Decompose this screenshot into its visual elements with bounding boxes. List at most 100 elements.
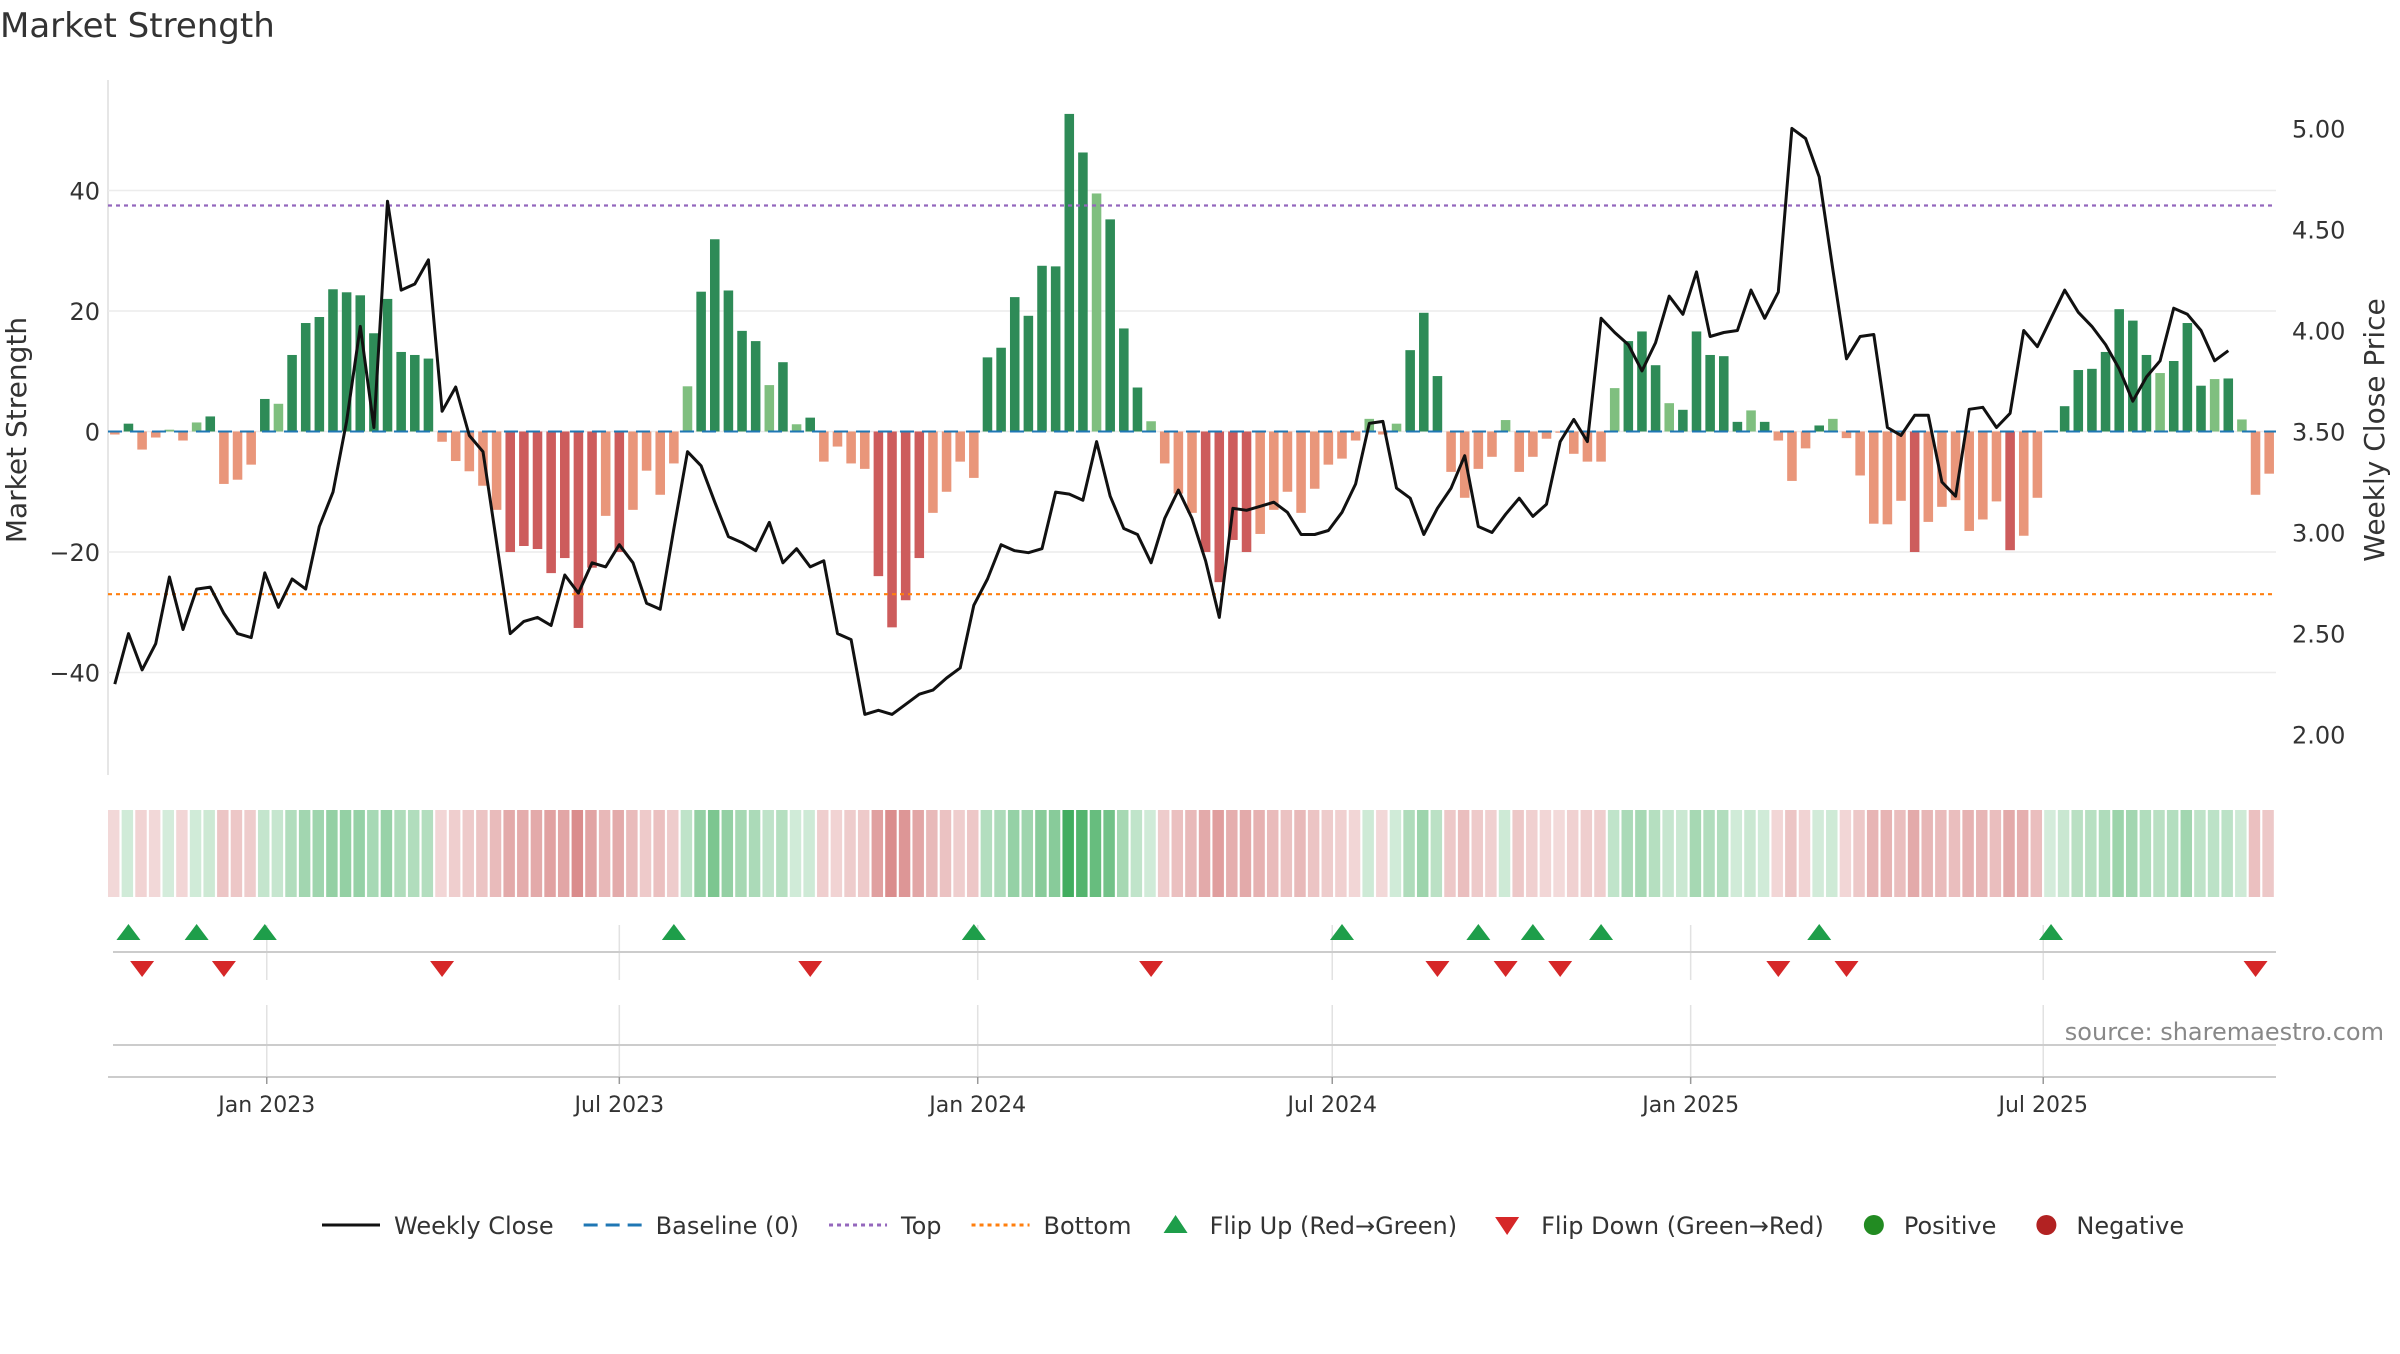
strength-bar: [587, 431, 597, 568]
strength-bar: [996, 347, 1006, 432]
strip-cell: [121, 810, 134, 897]
strip-cell: [1171, 810, 1184, 897]
strength-bar: [1582, 431, 1593, 462]
strip-cell: [203, 810, 215, 897]
strength-bar: [1896, 431, 1906, 501]
strength-bar: [314, 317, 325, 432]
strip-cell: [735, 810, 747, 897]
strip-cell: [517, 810, 529, 897]
strength-bar: [1923, 431, 1934, 522]
strip-cell: [1744, 810, 1756, 897]
strength-bar: [573, 431, 584, 628]
y-right-tick-label: 4.00: [2292, 317, 2345, 345]
strength-bar: [396, 351, 406, 432]
strip-cell: [885, 810, 897, 897]
strength-bar: [1950, 431, 1961, 501]
strip-cell: [2030, 810, 2043, 897]
legend: Weekly Close Baseline (0) Top Bottom Flip Up…: [322, 1212, 2184, 1240]
strength-bar: [1691, 331, 1702, 432]
legend-label: Weekly Close: [394, 1212, 554, 1240]
strength-bar: [1991, 431, 2002, 502]
strip-cell: [1621, 810, 1633, 897]
strip-cell: [1416, 810, 1429, 897]
strip-cell: [489, 810, 502, 897]
strip-cell: [557, 810, 570, 897]
legend-label: Top: [900, 1212, 942, 1240]
strip-cell: [135, 810, 147, 897]
strength-bar: [941, 431, 952, 492]
strip-cell: [1716, 810, 1729, 897]
strength-bar: [1132, 387, 1143, 432]
strength-bar: [750, 341, 761, 432]
flip-up-marker: [1329, 924, 1354, 940]
flip-down-marker: [1425, 961, 1450, 977]
flip-up-marker: [1589, 924, 1614, 940]
strength-bar: [2209, 379, 2220, 432]
strength-bar: [532, 431, 543, 550]
strength-bar: [723, 290, 734, 432]
strength-bar: [191, 422, 202, 432]
strength-bar: [1269, 431, 1279, 510]
strength-bar: [2032, 431, 2043, 498]
strip-cell: [1676, 810, 1688, 897]
strip-cell: [448, 810, 461, 897]
strength-bar: [1664, 403, 1675, 432]
strip-cell: [1444, 810, 1456, 897]
strength-bar: [1119, 328, 1129, 432]
strip-cell: [1635, 810, 1647, 897]
strip-cell: [2207, 810, 2220, 897]
strip-cell: [612, 810, 624, 897]
strength-bar: [709, 239, 720, 432]
strip-cell: [967, 810, 979, 897]
strength-bar: [1800, 431, 1811, 449]
strength-bar: [1105, 219, 1115, 432]
strip-cell: [1703, 810, 1715, 897]
strength-bar: [1705, 354, 1715, 432]
strip-cell: [1526, 810, 1538, 897]
strength-bar: [137, 431, 147, 450]
strip-cell: [2098, 810, 2111, 897]
strip-cell: [476, 810, 488, 897]
strength-bar: [219, 431, 229, 484]
strength-bar: [123, 423, 134, 432]
strength-bar: [1500, 420, 1511, 432]
strip-cell: [626, 810, 638, 897]
strength-bar: [1814, 425, 1824, 432]
flip-up-marker: [1466, 924, 1491, 940]
strip-cell: [2262, 810, 2274, 897]
strength-bar: [2196, 385, 2206, 432]
flip-down-marker: [1548, 961, 1573, 977]
strip-cell: [2139, 810, 2152, 897]
weekly-close-series: [113, 126, 2230, 716]
strip-cell: [680, 810, 693, 897]
legend-label: Negative: [2076, 1212, 2184, 1240]
strip-cell: [1226, 810, 1238, 897]
strength-bar: [2128, 320, 2138, 432]
strength-bar: [1255, 431, 1265, 534]
strip-cell: [1689, 810, 1702, 897]
strength-bar: [955, 431, 965, 462]
legend-swatch: [1163, 1215, 1188, 1233]
y-right-tick-label: 2.50: [2292, 621, 2345, 649]
strip-cell: [1403, 810, 1415, 897]
strength-bar: [1637, 331, 1647, 432]
strip-cell: [1239, 810, 1252, 897]
strip-cell: [2180, 810, 2193, 897]
flip-down-marker: [2243, 961, 2268, 977]
strip-cell: [2044, 810, 2056, 897]
strip-cell: [1253, 810, 1265, 897]
strength-bar: [1868, 431, 1879, 524]
flip-markers-panel: [113, 924, 2276, 1080]
strip-cell: [2112, 810, 2124, 897]
y-right-tick-label: 3.50: [2292, 419, 2345, 447]
y-axis-left-label: Market Strength: [0, 317, 33, 543]
strip-cell: [1185, 810, 1197, 897]
strip-cell: [1062, 810, 1074, 897]
strength-bar: [1855, 431, 1865, 476]
strip-cell: [776, 810, 788, 897]
strip-cell: [1785, 810, 1797, 897]
strength-bar: [1978, 431, 1988, 520]
strip-cell: [407, 810, 420, 897]
strength-bar: [450, 431, 461, 462]
strip-cell: [1730, 810, 1743, 897]
